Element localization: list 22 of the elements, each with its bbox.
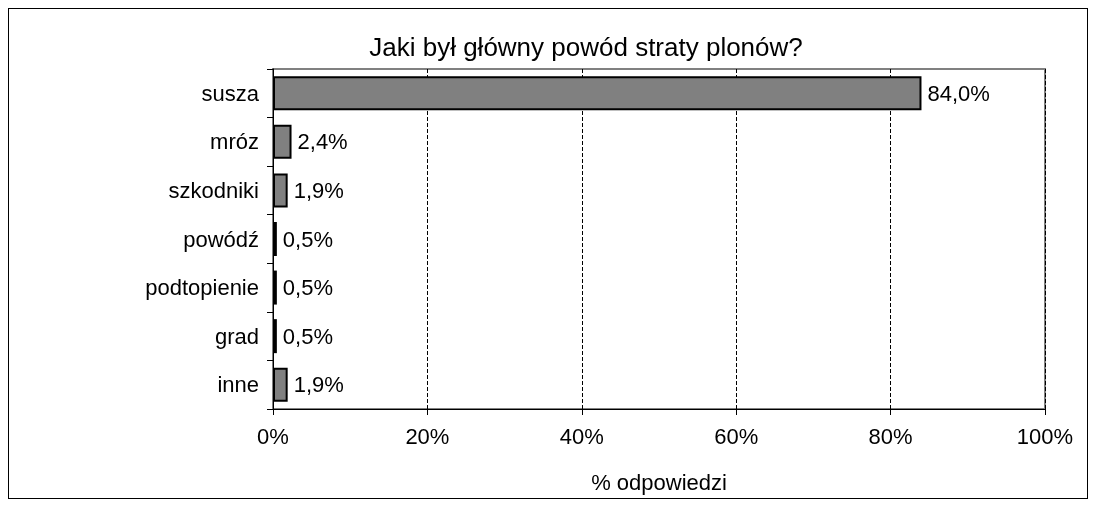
y-tick-label: inne bbox=[217, 372, 259, 398]
data-label: 1,9% bbox=[293, 177, 344, 203]
x-tick-label: 60% bbox=[714, 423, 759, 449]
data-label: 0,5% bbox=[282, 226, 334, 252]
y-tick-label: podtopienie bbox=[145, 275, 259, 301]
data-label: 1,9% bbox=[293, 372, 344, 398]
chart-title: Jaki był główny powód straty plonów? bbox=[369, 32, 803, 62]
x-tick-label: 80% bbox=[868, 423, 913, 449]
x-tick-label: 100% bbox=[1016, 423, 1074, 449]
data-label: 0,5% bbox=[282, 275, 334, 301]
x-tick-label: 40% bbox=[559, 423, 604, 449]
x-tick-label: 20% bbox=[405, 423, 450, 449]
y-tick-label: powódź bbox=[183, 226, 259, 252]
y-tick-label: susza bbox=[201, 80, 260, 106]
x-axis-title: % odpowiedzi bbox=[591, 469, 727, 495]
y-tick-label: grad bbox=[214, 323, 259, 349]
data-label: 84,0% bbox=[927, 80, 990, 106]
x-tick-label: 0% bbox=[257, 423, 289, 449]
y-tick-label: szkodniki bbox=[168, 177, 259, 203]
y-tick-label: mróz bbox=[210, 129, 259, 155]
data-label: 0,5% bbox=[282, 323, 334, 349]
data-label: 2,4% bbox=[297, 129, 348, 155]
